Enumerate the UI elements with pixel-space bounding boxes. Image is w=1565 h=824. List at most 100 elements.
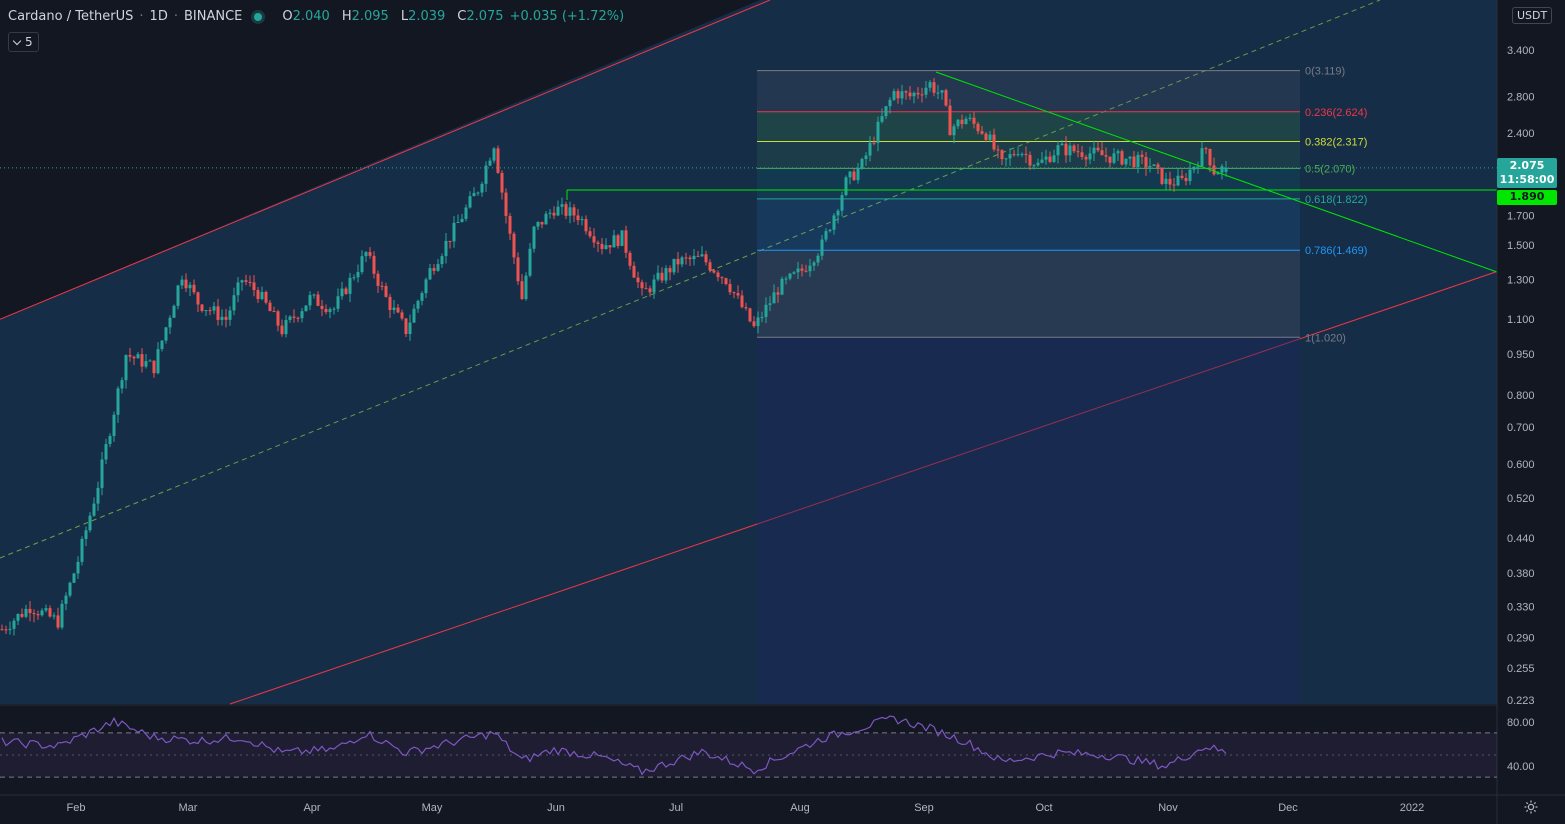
candle-body bbox=[288, 316, 292, 321]
candle-body bbox=[104, 444, 108, 460]
change-value: +0.035 (+1.72%) bbox=[509, 9, 625, 24]
candle-body bbox=[36, 614, 40, 616]
candle-body bbox=[164, 327, 168, 341]
candle-body bbox=[316, 294, 320, 306]
low-label: L bbox=[400, 9, 409, 24]
candle-body bbox=[896, 91, 900, 99]
candle-body bbox=[560, 204, 564, 207]
fib-extension-zone bbox=[757, 337, 1300, 704]
candle-body bbox=[908, 92, 912, 97]
candle-body bbox=[1084, 156, 1088, 160]
candle-body bbox=[1204, 148, 1208, 150]
descending-trend-line bbox=[935, 71, 1498, 273]
candle-body bbox=[880, 116, 884, 122]
candle-body bbox=[40, 610, 44, 616]
price-axis-tick: 3.400 bbox=[1507, 45, 1535, 57]
candle-body bbox=[968, 117, 972, 119]
candle-body bbox=[344, 288, 348, 294]
candle-body bbox=[704, 254, 708, 263]
candle-body bbox=[804, 270, 808, 272]
candle-body bbox=[700, 254, 704, 257]
candle-body bbox=[124, 355, 128, 381]
candle-body bbox=[1008, 154, 1012, 159]
market-status-icon bbox=[254, 12, 263, 21]
candle-body bbox=[1108, 156, 1112, 163]
candle-body bbox=[112, 414, 116, 437]
candle-body bbox=[1220, 166, 1224, 173]
candle-body bbox=[1144, 156, 1148, 168]
candle-body bbox=[760, 317, 764, 319]
candle-body bbox=[484, 165, 488, 184]
price-axis-tick: 0.440 bbox=[1507, 533, 1535, 545]
candle-body bbox=[696, 255, 700, 257]
candle-body bbox=[548, 212, 552, 214]
low-value: 2.039 bbox=[408, 9, 446, 24]
candle-body bbox=[16, 613, 20, 621]
candle-body bbox=[368, 252, 372, 256]
candle-body bbox=[960, 119, 964, 125]
gear-icon[interactable] bbox=[1523, 799, 1539, 815]
candle-body bbox=[1036, 162, 1040, 166]
candle-body bbox=[284, 320, 288, 335]
candle-body bbox=[48, 608, 52, 617]
candle-body bbox=[352, 277, 356, 279]
price-axis-tick: 1.700 bbox=[1507, 210, 1535, 222]
price-axis-tick: 0.600 bbox=[1507, 459, 1535, 471]
candle-body bbox=[184, 279, 188, 289]
candle-body bbox=[1216, 172, 1220, 175]
candle-body bbox=[864, 155, 868, 160]
candle-body bbox=[784, 278, 788, 280]
candle-body bbox=[1224, 167, 1228, 172]
candle-body bbox=[1100, 150, 1104, 156]
candle-body bbox=[692, 255, 696, 260]
candle-body bbox=[892, 91, 896, 100]
exchange-label: BINANCE bbox=[183, 9, 243, 24]
rsi-axis-tick: 40.00 bbox=[1507, 761, 1535, 773]
candle-body bbox=[0, 629, 4, 631]
candle-body bbox=[1124, 158, 1128, 165]
candle-body bbox=[928, 82, 932, 88]
candle-body bbox=[176, 285, 180, 306]
candle-body bbox=[32, 613, 36, 615]
candle-body bbox=[116, 388, 120, 415]
candle-body bbox=[1060, 143, 1064, 146]
candle-body bbox=[1096, 147, 1100, 151]
candle-body bbox=[1148, 166, 1152, 168]
candle-body bbox=[88, 515, 92, 531]
candle-body bbox=[452, 222, 456, 242]
candle-body bbox=[1048, 156, 1052, 162]
candle-body bbox=[632, 265, 636, 278]
indicators-toggle-button[interactable]: 5 bbox=[8, 32, 39, 52]
candle-body bbox=[1088, 153, 1092, 160]
interval-label[interactable]: 1D bbox=[149, 9, 168, 24]
price-axis-tick: 0.800 bbox=[1507, 390, 1535, 402]
candle-body bbox=[312, 294, 316, 296]
time-axis-tick: Aug bbox=[790, 802, 810, 814]
candle-body bbox=[972, 117, 976, 124]
candle-body bbox=[20, 613, 24, 617]
candle-body bbox=[592, 236, 596, 243]
price-axis-tick: 2.800 bbox=[1507, 91, 1535, 103]
candle-body bbox=[100, 459, 104, 488]
candle-body bbox=[416, 300, 420, 309]
channel-upper-line bbox=[0, 0, 771, 320]
symbol-legend: Cardano / TetherUS · 1D · BINANCE O2.040… bbox=[8, 9, 625, 24]
open-value: 2.040 bbox=[292, 9, 330, 24]
candle-body bbox=[188, 284, 192, 289]
price-axis-tick: 1.300 bbox=[1507, 274, 1535, 286]
candle-body bbox=[1116, 151, 1120, 154]
candle-body bbox=[812, 262, 816, 266]
candle-body bbox=[676, 258, 680, 265]
candle-body bbox=[72, 573, 76, 583]
currency-badge[interactable]: USDT bbox=[1512, 7, 1553, 24]
price-axis-tick: 0.255 bbox=[1507, 663, 1535, 675]
candle-body bbox=[380, 285, 384, 287]
candle-body bbox=[224, 316, 228, 320]
candle-body bbox=[872, 142, 876, 144]
candle-body bbox=[728, 284, 732, 293]
candle-body bbox=[480, 183, 484, 193]
candle-body bbox=[768, 303, 772, 305]
symbol-name[interactable]: Cardano / TetherUS bbox=[8, 9, 134, 24]
candle-body bbox=[320, 305, 324, 309]
